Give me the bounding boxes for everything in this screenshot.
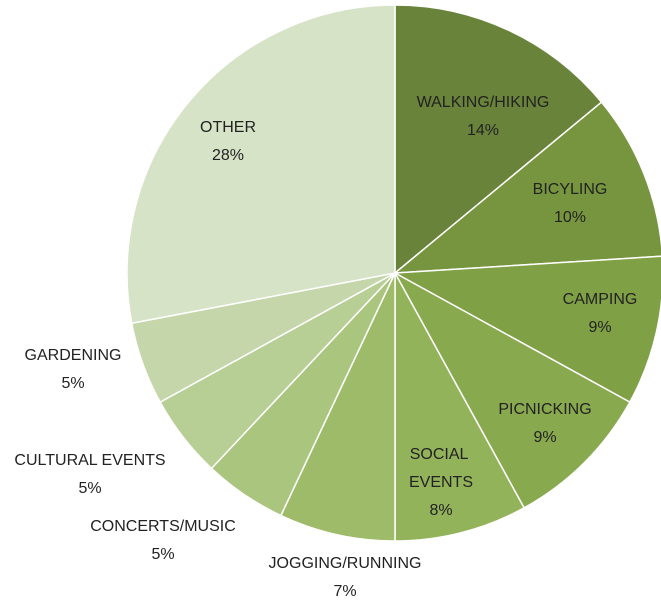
slice-label: WALKING/HIKING bbox=[417, 94, 550, 111]
pie-slice bbox=[279, 272, 396, 542]
slice-value-label: 9% bbox=[533, 429, 556, 446]
slice-label: GARDENING bbox=[25, 347, 122, 364]
slice-value-label: 14% bbox=[467, 122, 499, 139]
pie-slice bbox=[392, 255, 661, 404]
slice-label: PICNICKING bbox=[498, 401, 591, 418]
slice-label: BICYLING bbox=[533, 181, 608, 198]
pie-slice bbox=[394, 4, 603, 275]
pie-slice bbox=[393, 271, 631, 509]
pie-slice bbox=[394, 272, 526, 542]
slice-value-label: 5% bbox=[78, 480, 101, 497]
pie-slice bbox=[392, 101, 661, 274]
slice-value-label: 5% bbox=[61, 375, 84, 392]
slice-label: CONCERTS/MUSIC bbox=[90, 518, 236, 535]
slice-label: CAMPING bbox=[563, 291, 638, 308]
slice-value-label: 7% bbox=[333, 583, 356, 600]
pie-slice bbox=[126, 4, 396, 325]
slice-label: JOGGING/RUNNING bbox=[269, 555, 422, 572]
slice-value-label: 5% bbox=[151, 546, 174, 563]
slice-label: CULTURAL EVENTS bbox=[14, 452, 165, 469]
slice-value-label: 28% bbox=[212, 147, 244, 164]
slice-label: SOCIAL EVENTS bbox=[409, 446, 473, 491]
slice-label: OTHER bbox=[200, 119, 256, 136]
slice-value-label: 10% bbox=[554, 209, 586, 226]
slice-value-label: 8% bbox=[429, 502, 452, 519]
slice-value-label: 9% bbox=[588, 319, 611, 336]
